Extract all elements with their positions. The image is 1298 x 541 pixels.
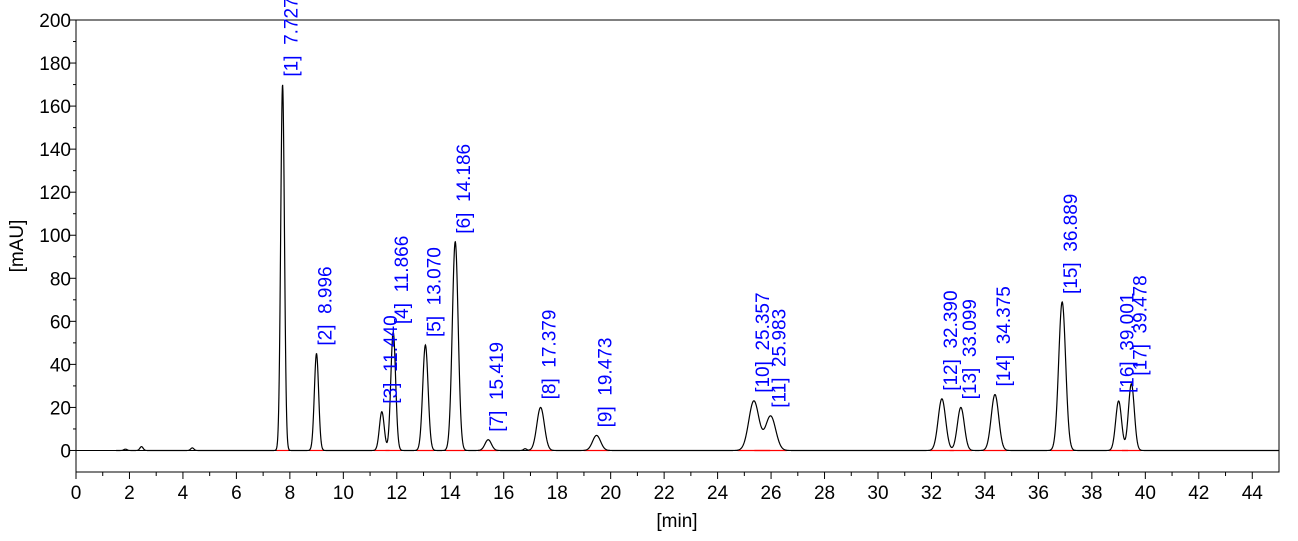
x-axis: 0 2 4 6 8 10 12 14 16 18 20 22 24 26 28 30 32 34 36 38 40 42 4… [71, 472, 1264, 504]
x-tick-label: 6 [231, 483, 242, 504]
y-tick-label: 20 [50, 398, 71, 419]
x-tick-label: 12 [386, 483, 407, 504]
x-tick-label: 42 [1188, 483, 1209, 504]
peak-label: [11] 25.983 [770, 309, 791, 408]
peak-label: [10] 25.357 [753, 292, 774, 392]
x-tick-label: 24 [707, 483, 729, 504]
chromatogram-trace [116, 84, 1279, 452]
x-tick-label: 18 [547, 483, 568, 504]
x-tick-label: 14 [440, 483, 462, 504]
x-tick-label: 22 [654, 483, 675, 504]
peak-label: [4] 11.866 [392, 236, 413, 324]
peak-label: [8] 17.379 [540, 310, 561, 400]
y-tick-label: 0 [60, 441, 71, 462]
x-tick-label: 26 [760, 483, 781, 504]
y-tick-label: 100 [39, 226, 71, 247]
y-tick-label: 180 [39, 54, 71, 75]
y-tick-label: 40 [50, 355, 71, 376]
x-tick-label: 36 [1028, 483, 1049, 504]
x-tick-label: 28 [814, 483, 835, 504]
peak-label: [15] 36.889 [1061, 194, 1082, 294]
peak-label: [5] 13.070 [424, 247, 445, 337]
x-tick-label: 16 [493, 483, 514, 504]
y-tick-label: 160 [39, 97, 71, 118]
x-tick-label: 0 [71, 483, 82, 504]
y-axis-title: [mAU] [7, 220, 28, 273]
peak-label: [9] 19.473 [596, 338, 617, 428]
peak-label: [1] 7.727 [282, 0, 303, 77]
y-tick-label: 60 [50, 312, 71, 333]
peak-label: [2] 8.996 [316, 266, 337, 345]
y-tick-label: 80 [50, 269, 71, 290]
y-axis: 0 20 40 60 80 100 120 140 160 180 200 [39, 11, 76, 462]
x-tick-label: 40 [1135, 483, 1156, 504]
peak-label: [6] 14.186 [454, 144, 475, 234]
peak-label: [17] 39.478 [1130, 275, 1151, 375]
peak-label: [12] 32.390 [941, 290, 962, 390]
x-tick-label: 2 [124, 483, 135, 504]
peak-label: [3] 11.440 [381, 315, 402, 403]
x-tick-label: 10 [333, 483, 354, 504]
x-axis-title: [min] [656, 511, 697, 532]
x-tick-label: 30 [867, 483, 888, 504]
x-tick-label: 44 [1242, 483, 1264, 504]
x-tick-label: 8 [285, 483, 296, 504]
peak-label: [16] 39.001 [1118, 293, 1139, 393]
peak-label: [13] 33.099 [960, 299, 981, 399]
plot-frame [75, 19, 1280, 473]
y-tick-label: 200 [39, 11, 71, 32]
y-tick-label: 120 [39, 183, 71, 204]
x-tick-label: 20 [600, 483, 621, 504]
x-tick-label: 4 [178, 483, 189, 504]
peak-label: [7] 15.419 [487, 342, 508, 432]
peak-label: [14] 34.375 [994, 286, 1015, 386]
x-tick-label: 32 [921, 483, 942, 504]
y-tick-label: 140 [39, 140, 71, 161]
x-tick-label: 34 [974, 483, 996, 504]
peak-labels: [1] 7.727 [2] 8.996 [3] 11.440[4] 11.866 [5… [282, 0, 1152, 432]
x-tick-label: 38 [1081, 483, 1102, 504]
